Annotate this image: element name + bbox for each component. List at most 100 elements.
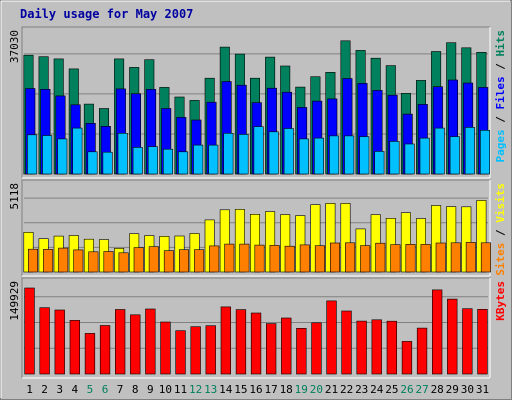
bar-pages-day-28 bbox=[434, 127, 445, 175]
bar-sites-day-4 bbox=[73, 249, 84, 273]
legend-pages: Pages bbox=[494, 129, 507, 162]
bar-pages-day-22 bbox=[344, 135, 355, 175]
bar-pages-day-14 bbox=[223, 133, 234, 175]
bar-kbytes-day-8 bbox=[130, 314, 141, 375]
chart-title: Daily usage for May 2007 bbox=[20, 7, 193, 21]
day-label-3: 3 bbox=[56, 383, 63, 396]
legend-separator: / bbox=[494, 110, 507, 130]
day-label-10: 10 bbox=[159, 383, 172, 396]
day-label-27: 27 bbox=[415, 383, 428, 396]
bar-sites-day-2 bbox=[43, 249, 54, 273]
bar-kbytes-day-28 bbox=[431, 289, 443, 375]
legend-text: KBytes bbox=[494, 281, 507, 321]
visits-sites-panel bbox=[21, 179, 491, 277]
bar-kbytes-day-9 bbox=[145, 308, 156, 375]
bar-sites-day-1 bbox=[27, 248, 38, 273]
bar-sites-day-21 bbox=[329, 242, 340, 273]
bar-kbytes-day-21 bbox=[326, 300, 337, 375]
bar-kbytes-day-4 bbox=[69, 320, 80, 375]
day-label-24: 24 bbox=[370, 383, 384, 396]
bar-pages-day-16 bbox=[253, 126, 264, 175]
bar-kbytes-day-2 bbox=[39, 307, 50, 375]
day-label-8: 8 bbox=[132, 383, 139, 396]
bar-kbytes-day-22 bbox=[341, 310, 352, 375]
bar-sites-day-22 bbox=[345, 242, 356, 273]
bar-kbytes-day-5 bbox=[84, 333, 96, 375]
day-label-2: 2 bbox=[41, 383, 48, 396]
bar-sites-day-28 bbox=[435, 242, 446, 273]
day-label-6: 6 bbox=[102, 383, 109, 396]
bar-pages-day-12 bbox=[193, 144, 204, 175]
bar-sites-day-23 bbox=[360, 245, 371, 273]
day-label-20: 20 bbox=[310, 383, 323, 396]
bar-kbytes-day-14 bbox=[220, 306, 231, 375]
bar-pages-day-20 bbox=[313, 137, 324, 175]
bar-sites-day-14 bbox=[224, 243, 235, 273]
bar-kbytes-day-13 bbox=[205, 325, 216, 375]
bar-kbytes-day-29 bbox=[447, 298, 458, 375]
bar-pages-day-5 bbox=[87, 151, 98, 175]
bar-sites-day-17 bbox=[269, 245, 280, 273]
day-label-7: 7 bbox=[117, 383, 124, 396]
day-label-5: 5 bbox=[87, 383, 94, 396]
bar-pages-day-3 bbox=[57, 138, 68, 175]
bar-sites-day-24 bbox=[375, 242, 386, 273]
bar-sites-day-13 bbox=[209, 245, 220, 273]
bar-pages-day-4 bbox=[72, 127, 83, 175]
bar-sites-day-29 bbox=[450, 242, 461, 273]
bar-kbytes-day-20 bbox=[311, 322, 322, 375]
day-label-31: 31 bbox=[476, 383, 489, 396]
bar-pages-day-2 bbox=[42, 135, 53, 175]
bar-sites-day-19 bbox=[299, 244, 310, 273]
legend-kbytes: KBytes bbox=[494, 281, 507, 321]
kbytes-ymax-label: 149929 bbox=[8, 281, 21, 321]
hits-panel-legend: Pages / Files / Hits bbox=[494, 30, 507, 163]
bar-sites-day-26 bbox=[405, 244, 416, 273]
bar-pages-day-9 bbox=[147, 146, 158, 175]
day-axis-labels: 1 2 3 4 5 6 7 8 9 10 11 12 13 14 15 16 17 18 19 20 21 22 23 24 2… bbox=[26, 383, 489, 396]
day-label-11: 11 bbox=[174, 383, 187, 396]
bar-pages-day-21 bbox=[329, 135, 340, 175]
bar-kbytes-day-25 bbox=[386, 320, 397, 375]
day-label-26: 26 bbox=[400, 383, 413, 396]
bar-sites-day-12 bbox=[194, 249, 205, 273]
bar-pages-day-23 bbox=[359, 136, 370, 175]
day-label-4: 4 bbox=[71, 383, 78, 396]
bar-sites-day-7 bbox=[118, 252, 129, 273]
visits-ymax-label: 5118 bbox=[8, 183, 21, 210]
bar-kbytes-day-16 bbox=[250, 312, 262, 375]
bar-sites-day-8 bbox=[133, 247, 144, 273]
bar-pages-day-30 bbox=[464, 127, 475, 175]
bar-kbytes-day-10 bbox=[160, 321, 171, 375]
day-label-23: 23 bbox=[355, 383, 368, 396]
bar-kbytes-day-18 bbox=[281, 317, 292, 375]
day-label-13: 13 bbox=[204, 383, 217, 396]
bar-kbytes-day-30 bbox=[462, 308, 473, 375]
bar-pages-day-13 bbox=[208, 144, 219, 175]
bar-pages-day-26 bbox=[404, 143, 415, 175]
visits-panel-legend: Sites / Visits bbox=[494, 183, 507, 276]
kbytes-panel-legend: KBytes bbox=[494, 281, 507, 321]
bar-pages-day-24 bbox=[374, 151, 385, 175]
bar-sites-day-31 bbox=[480, 242, 491, 273]
day-label-30: 30 bbox=[461, 383, 474, 396]
bar-pages-day-11 bbox=[178, 151, 189, 175]
bar-pages-day-29 bbox=[449, 136, 460, 175]
bar-kbytes-day-11 bbox=[175, 330, 186, 375]
bar-sites-day-5 bbox=[88, 251, 99, 273]
bar-pages-day-1 bbox=[27, 134, 38, 175]
bar-kbytes-day-31 bbox=[477, 308, 488, 375]
bar-pages-day-6 bbox=[102, 151, 113, 175]
bar-kbytes-day-17 bbox=[265, 323, 277, 375]
day-label-9: 9 bbox=[147, 383, 154, 396]
legend-text: Sites / Visits bbox=[494, 183, 507, 276]
bar-sites-day-30 bbox=[465, 242, 476, 273]
bar-pages-day-8 bbox=[132, 147, 143, 175]
bar-kbytes-day-27 bbox=[416, 327, 428, 375]
day-label-1: 1 bbox=[26, 383, 33, 396]
bar-pages-day-7 bbox=[117, 133, 128, 175]
bar-pages-day-10 bbox=[163, 148, 174, 175]
legend-sites: Sites bbox=[494, 243, 507, 276]
legend-hits: Hits bbox=[494, 30, 507, 57]
